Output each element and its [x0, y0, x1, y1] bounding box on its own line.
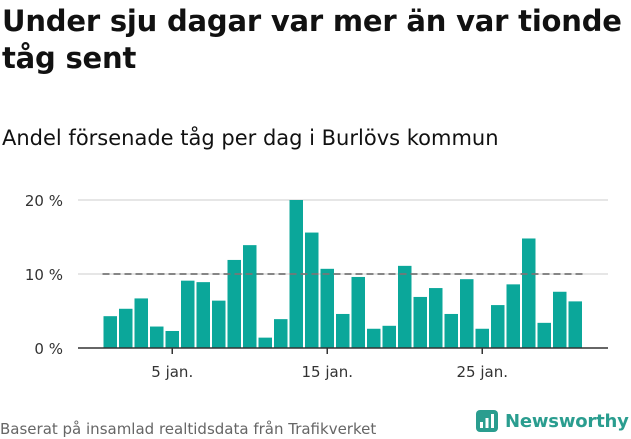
- bar[interactable]: [522, 238, 536, 348]
- source-note: Baserat på insamlad realtidsdata från Tr…: [0, 420, 377, 438]
- brand-name: Newsworthy: [505, 410, 629, 432]
- bars: [103, 200, 583, 348]
- x-tick-label: 25 jan.: [457, 363, 509, 381]
- bar[interactable]: [553, 291, 567, 348]
- y-tick-label: 20 %: [25, 192, 63, 210]
- y-tick-label: 10 %: [25, 266, 63, 284]
- bar[interactable]: [382, 325, 397, 348]
- y-axis-labels: 0 % 10 % 20 %: [25, 192, 63, 358]
- bar[interactable]: [134, 298, 149, 348]
- bar[interactable]: [103, 316, 118, 348]
- bar[interactable]: [413, 296, 428, 348]
- bar[interactable]: [444, 313, 459, 348]
- bar-chart: 0 % 10 % 20 % 5 jan. 15 jan. 25 jan.: [25, 192, 608, 381]
- bar[interactable]: [150, 326, 164, 348]
- bar[interactable]: [165, 330, 180, 348]
- x-tick-label: 15 jan.: [302, 363, 354, 381]
- chart-title: Under sju dagar var mer än var tionde tå…: [2, 4, 622, 75]
- grid-lines: [78, 199, 608, 275]
- bar[interactable]: [429, 288, 443, 348]
- bar[interactable]: [336, 313, 350, 348]
- x-tick-label: 5 jan.: [151, 363, 193, 381]
- bar[interactable]: [351, 276, 366, 348]
- bar[interactable]: [212, 300, 226, 348]
- bar[interactable]: [367, 328, 381, 348]
- bar[interactable]: [196, 282, 211, 348]
- bar[interactable]: [181, 280, 195, 348]
- bar[interactable]: [568, 301, 583, 348]
- bar[interactable]: [305, 232, 319, 348]
- newsworthy-logo-icon: [476, 410, 498, 432]
- bar[interactable]: [274, 319, 288, 348]
- bar[interactable]: [243, 245, 257, 348]
- bar[interactable]: [506, 284, 521, 348]
- bar[interactable]: [475, 328, 490, 348]
- bar[interactable]: [491, 305, 505, 348]
- bar[interactable]: [119, 308, 133, 348]
- chart-subtitle: Andel försenade tåg per dag i Burlövs ko…: [2, 126, 499, 150]
- bar[interactable]: [398, 265, 412, 348]
- y-tick-label: 0 %: [34, 340, 63, 358]
- bar[interactable]: [460, 279, 474, 348]
- brand-logo[interactable]: Newsworthy: [475, 409, 629, 433]
- bar[interactable]: [537, 322, 552, 348]
- bar[interactable]: [320, 268, 335, 348]
- bar[interactable]: [258, 337, 273, 348]
- x-axis-labels: 5 jan. 15 jan. 25 jan.: [151, 348, 508, 381]
- bar[interactable]: [227, 259, 242, 348]
